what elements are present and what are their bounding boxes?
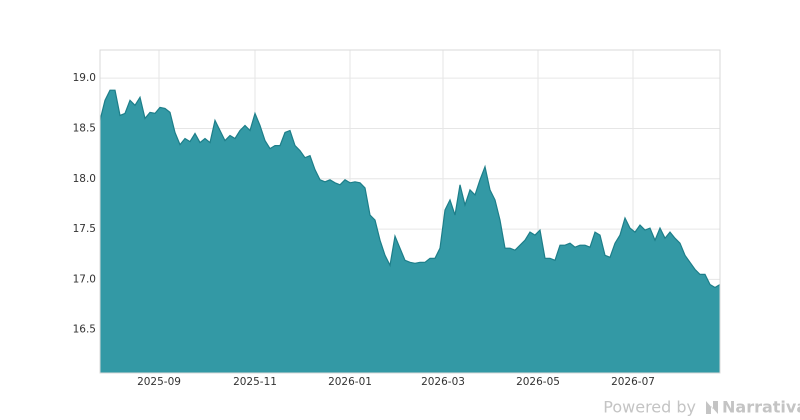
x-tick-label: 2026-07 <box>611 376 655 388</box>
area <box>100 90 720 373</box>
y-tick-label: 17.0 <box>73 273 96 285</box>
x-tick-label: 2026-01 <box>328 376 372 388</box>
watermark-logo <box>706 401 718 414</box>
y-tick-label: 16.5 <box>73 324 96 336</box>
line <box>99 89 721 289</box>
x-tick-label: 2025-09 <box>137 376 181 388</box>
x-tick-label: 2025-11 <box>233 376 277 388</box>
plot-frame <box>99 49 721 374</box>
y-tick-label: 19.0 <box>73 72 96 84</box>
x-tick-label: 2026-03 <box>421 376 465 388</box>
x-tick-label: 2026-05 <box>516 376 560 388</box>
watermark-brand: Narrativa <box>722 398 800 417</box>
watermark-prefix: Powered by <box>603 398 696 417</box>
y-tick-label: 18.5 <box>73 122 96 134</box>
y-tick-label: 18.0 <box>73 173 96 185</box>
y-tick-label: 17.5 <box>73 223 96 235</box>
